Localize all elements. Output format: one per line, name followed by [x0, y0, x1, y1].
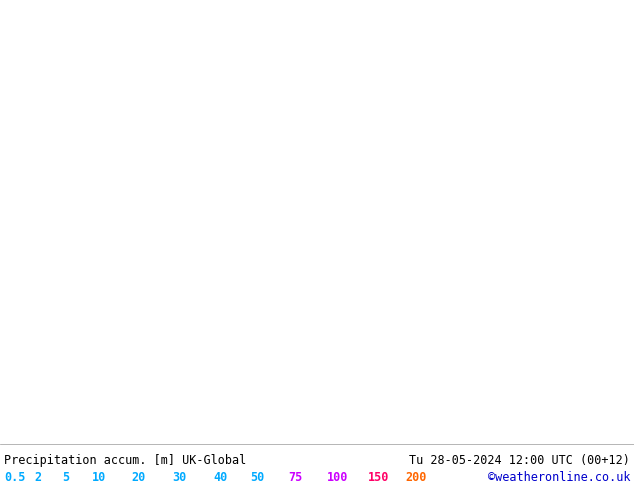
- Text: 2: 2: [35, 471, 42, 484]
- Text: ©weatheronline.co.uk: ©weatheronline.co.uk: [488, 471, 630, 484]
- Text: 10: 10: [92, 471, 106, 484]
- Text: 40: 40: [213, 471, 227, 484]
- Text: 50: 50: [250, 471, 264, 484]
- Text: 75: 75: [288, 471, 302, 484]
- Text: 30: 30: [172, 471, 186, 484]
- Text: 5: 5: [62, 471, 69, 484]
- Text: 100: 100: [327, 471, 349, 484]
- Text: 200: 200: [406, 471, 427, 484]
- Text: 0.5: 0.5: [4, 471, 25, 484]
- Text: Tu 28-05-2024 12:00 UTC (00+12): Tu 28-05-2024 12:00 UTC (00+12): [410, 454, 630, 467]
- Text: 20: 20: [132, 471, 146, 484]
- Text: 150: 150: [368, 471, 389, 484]
- Text: Precipitation accum. [m] UK-Global: Precipitation accum. [m] UK-Global: [4, 454, 246, 467]
